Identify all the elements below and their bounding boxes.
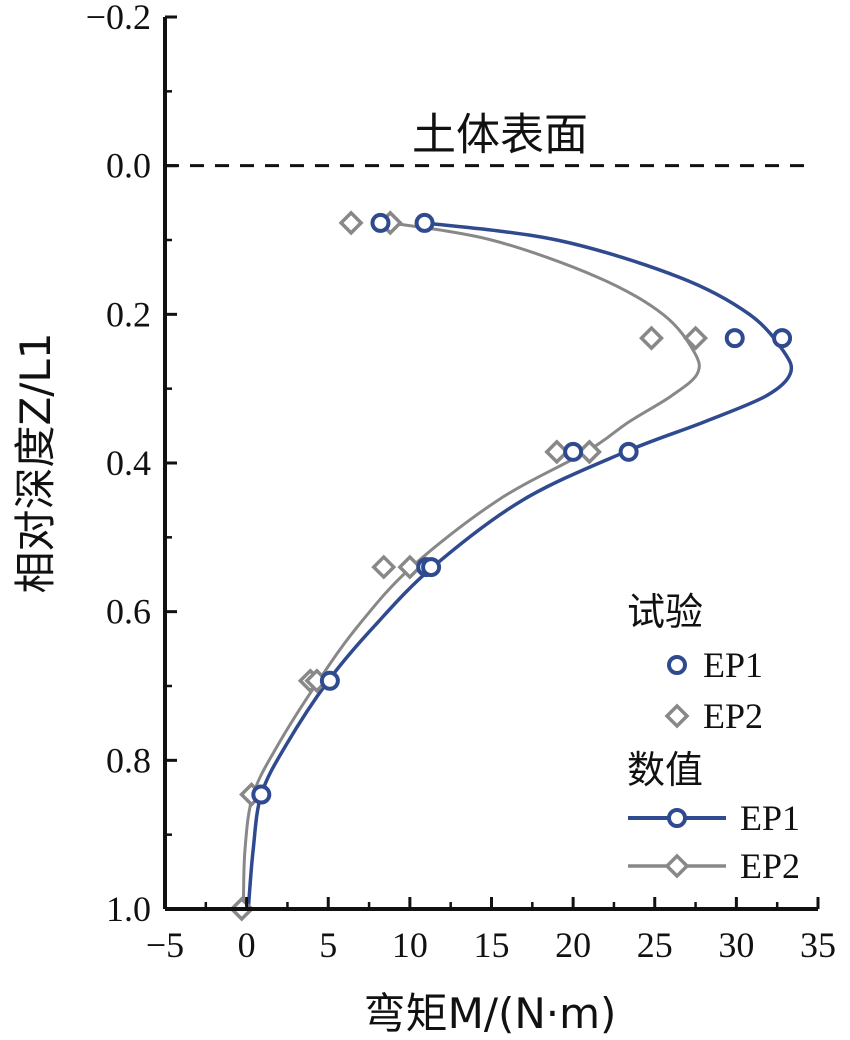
ep2-experimental-point xyxy=(371,554,397,580)
ep1-experimental-point xyxy=(563,441,584,462)
ep1-experimental-point xyxy=(618,441,639,462)
ep1-experimental-point xyxy=(251,784,272,805)
y-tick-label: 0.4 xyxy=(106,443,151,483)
ep1-experimental-point xyxy=(319,670,340,691)
ep2-experimental-point xyxy=(397,554,423,580)
ep2-experimental-point xyxy=(338,210,364,236)
x-tick-label: 25 xyxy=(637,925,673,965)
legend-ep1-numerical-marker xyxy=(667,808,687,828)
y-tick-label: 0.0 xyxy=(106,146,151,186)
x-tick-label: 20 xyxy=(555,925,591,965)
x-axis-title: 弯矩M/(N·m) xyxy=(364,989,617,1038)
legend-label: EP1 xyxy=(740,798,800,838)
ep1-experimental-point xyxy=(772,328,793,349)
numerical-curve-ep2 xyxy=(241,221,701,910)
ep2-experimental-point xyxy=(683,325,709,351)
y-tick-label: −0.2 xyxy=(86,0,151,37)
x-tick-label: −5 xyxy=(146,925,184,965)
legend-group-title: 数值 xyxy=(627,748,703,792)
legend-ep2-numerical-marker xyxy=(664,853,690,879)
legend-label: EP1 xyxy=(703,645,763,685)
ep2-experimental-point xyxy=(576,439,602,465)
y-tick-label: 0.6 xyxy=(106,592,151,632)
legend-label: EP2 xyxy=(740,846,800,886)
ep1-experimental-point xyxy=(724,328,745,349)
x-tick-label: 30 xyxy=(718,925,754,965)
ep2-experimental-point xyxy=(544,439,570,465)
x-tick-label: 5 xyxy=(319,925,337,965)
x-tick-label: 35 xyxy=(800,925,836,965)
x-tick-label: 15 xyxy=(474,925,510,965)
x-tick-label: 0 xyxy=(238,925,256,965)
x-tick-label: 10 xyxy=(392,925,428,965)
legend-ep2-experimental-marker xyxy=(664,703,690,729)
y-tick-label: 0.2 xyxy=(106,294,151,334)
y-tick-label: 0.8 xyxy=(106,740,151,780)
legend-ep1-experimental-marker xyxy=(667,655,687,675)
y-tick-label: 1.0 xyxy=(106,889,151,929)
ep1-experimental-point xyxy=(421,557,442,578)
y-axis-title: 相对深度Z/L1 xyxy=(11,332,60,593)
numerical-curve-ep1 xyxy=(246,221,794,910)
soil-surface-label: 土体表面 xyxy=(412,110,588,161)
ep2-experimental-point xyxy=(639,325,664,351)
legend-group-title: 试验 xyxy=(627,590,703,634)
ep1-experimental-point xyxy=(414,212,435,233)
legend-label: EP2 xyxy=(703,696,763,736)
ep1-experimental-point xyxy=(370,212,391,233)
